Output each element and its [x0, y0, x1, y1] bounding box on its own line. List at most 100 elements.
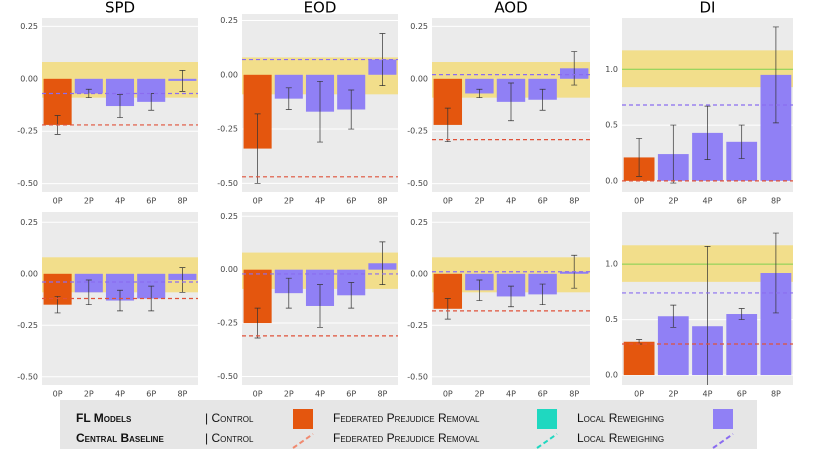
x-tick-label: 8P [569, 197, 579, 206]
y-tick-label: -0.50 [17, 179, 38, 188]
error-bar [444, 298, 451, 320]
error-bar [317, 80, 323, 143]
error-bar [444, 107, 451, 143]
error-bar [539, 88, 546, 111]
y-tick-label: 0.00 [20, 269, 38, 278]
bar [274, 74, 303, 99]
error-bar [348, 89, 355, 130]
y-tick-label: -0.25 [217, 319, 238, 328]
y-tick-label: 0.00 [220, 265, 238, 274]
error-bar [476, 279, 483, 301]
x-tick-label: 2P [84, 390, 94, 399]
y-tick-label: 0.00 [220, 70, 238, 79]
legend-swatch [537, 409, 557, 429]
y-tick-label: 0.25 [20, 218, 38, 227]
y-tick-label: 0.25 [220, 16, 238, 25]
error-bar [379, 241, 386, 285]
x-tick-label: 6P [538, 390, 548, 399]
x-tick-label: 4P [315, 390, 325, 399]
error-bar [704, 105, 711, 161]
legend-swatch [292, 433, 314, 449]
panel: 0.25 0.00 -0.25 -0.50 0P 2P 4P 6P 8P SPD [17, 0, 198, 206]
panel-title: DI [700, 0, 716, 17]
x-tick-label: 2P [668, 390, 678, 399]
error-bar [117, 94, 123, 118]
error-bar [738, 308, 745, 320]
x-tick-label: 4P [703, 197, 713, 206]
x-tick-label: 6P [737, 197, 747, 206]
x-tick-label: 2P [284, 197, 294, 206]
y-tick-label: -0.50 [17, 372, 38, 381]
error-bar [179, 267, 186, 293]
error-bar [539, 283, 546, 306]
y-tick-label: 0.00 [410, 269, 428, 278]
panel: 0.25 0.00 -0.25 -0.50 0P 2P 4P 6P 8P [217, 212, 398, 399]
plot-area [42, 25, 198, 185]
y-tick-label: -0.50 [217, 372, 238, 381]
legend-box [60, 400, 757, 449]
legend-title: Central Baseline [76, 431, 164, 445]
x-tick-label: 6P [146, 197, 156, 206]
legend-label: Federated Prejudice Removal [333, 411, 480, 425]
error-bar [670, 124, 677, 184]
x-tick-label: 0P [634, 197, 644, 206]
legend-label: Local Reweighing [577, 411, 664, 425]
plot-area [242, 20, 398, 184]
x-tick-label: 8P [377, 197, 387, 206]
legend-label: | Control [205, 411, 254, 425]
error-bar [772, 26, 779, 124]
y-tick-label: 0.0 [605, 176, 618, 185]
x-tick-label: 4P [506, 197, 516, 206]
x-tick-label: 8P [771, 197, 781, 206]
error-bar [508, 285, 514, 308]
y-tick-label: 0.25 [20, 22, 38, 31]
y-tick-label: -0.25 [407, 321, 428, 330]
legend-label: Federated Prejudice Removal [333, 431, 480, 445]
plot-area [242, 215, 398, 377]
x-tick-label: 0P [634, 390, 644, 399]
error-bar [85, 88, 92, 99]
x-tick-label: 0P [53, 197, 63, 206]
error-bar [254, 113, 261, 184]
x-tick-label: 2P [474, 390, 484, 399]
x-tick-label: 0P [253, 390, 263, 399]
panel: 1.0 0.5 0.0 0P 2P 4P 6P 8P DI [605, 0, 793, 206]
error-bar [54, 296, 61, 314]
y-tick-label: -0.50 [217, 179, 238, 188]
error-bar [179, 70, 186, 92]
error-bar [85, 279, 92, 306]
y-tick-label: 0.0 [605, 371, 618, 380]
y-tick-label: 0.00 [410, 74, 428, 83]
panel: 0.25 0.00 -0.25 -0.50 0P 2P 4P 6P 8P [17, 212, 198, 399]
plot-area [432, 25, 590, 185]
error-bar [476, 88, 483, 99]
panel: 0.25 0.00 -0.25 -0.50 0P 2P 4P 6P 8P EOD [217, 0, 398, 206]
y-tick-label: 1.0 [605, 260, 618, 269]
y-tick-label: 0.25 [410, 22, 428, 31]
error-bar [285, 87, 292, 110]
x-tick-label: 8P [377, 390, 387, 399]
plot-area [432, 221, 590, 378]
x-tick-label: 0P [443, 197, 453, 206]
error-bar [508, 82, 514, 122]
legend-swatch [712, 433, 734, 449]
y-tick-label: 0.5 [605, 121, 618, 130]
x-tick-label: 4P [506, 390, 516, 399]
x-tick-label: 8P [569, 390, 579, 399]
panel: 0.25 0.00 -0.25 -0.50 0P 2P 4P 6P 8P [407, 212, 590, 399]
y-tick-label: -0.25 [217, 125, 238, 134]
plot-area [622, 232, 793, 385]
x-tick-label: 2P [474, 197, 484, 206]
panel: 1.0 0.5 0.0 0P 2P 4P 6P 8P [605, 212, 793, 399]
x-tick-label: 2P [668, 197, 678, 206]
panel: 0.25 0.00 -0.25 -0.50 0P 2P 4P 6P 8P AOD [407, 0, 590, 206]
x-tick-label: 4P [703, 390, 713, 399]
plot-area [42, 221, 198, 378]
error-bar [772, 232, 779, 314]
x-tick-label: 0P [53, 390, 63, 399]
bar [496, 273, 526, 297]
panel-title: EOD [304, 0, 337, 17]
legend-swatch [293, 409, 313, 429]
y-tick-label: -0.25 [407, 127, 428, 136]
